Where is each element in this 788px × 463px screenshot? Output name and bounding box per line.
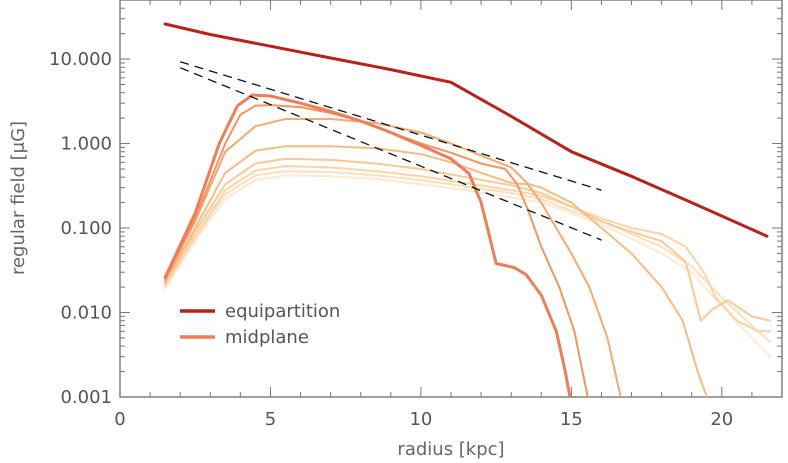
series-line [164,170,771,343]
axis-ticks: 0 5 10 15 20 0.001 0.010 0.100 1.000 10.000 [49,0,783,430]
series-line [164,157,771,322]
series-line [164,118,622,397]
legend-label: midplane [225,327,309,348]
series-line [164,165,771,333]
x-tick-label: 15 [560,409,583,430]
y-tick-label: 0.010 [60,303,112,324]
y-tick-label: 0.001 [60,387,112,408]
series-line [163,22,769,238]
y-tick-label: 0.100 [60,218,112,239]
x-tick-label: 5 [265,409,276,430]
series-line [164,174,771,358]
x-tick-label: 20 [710,409,733,430]
x-tick-label: 0 [114,409,125,430]
y-axis-title: regular field [μG] [8,121,29,275]
y-tick-label: 1.000 [60,134,112,155]
series-line [164,145,708,397]
x-axis-title: radius [kpc] [397,439,504,460]
series-line [164,104,589,397]
legend-label: equipartition [225,301,340,322]
series-line [163,93,572,397]
reference-line [179,67,602,241]
series-layer [163,22,771,397]
reference-line [180,61,602,191]
legend: equipartition midplane [180,301,340,348]
x-tick-label: 10 [409,409,432,430]
y-tick-label: 10.000 [49,49,112,70]
